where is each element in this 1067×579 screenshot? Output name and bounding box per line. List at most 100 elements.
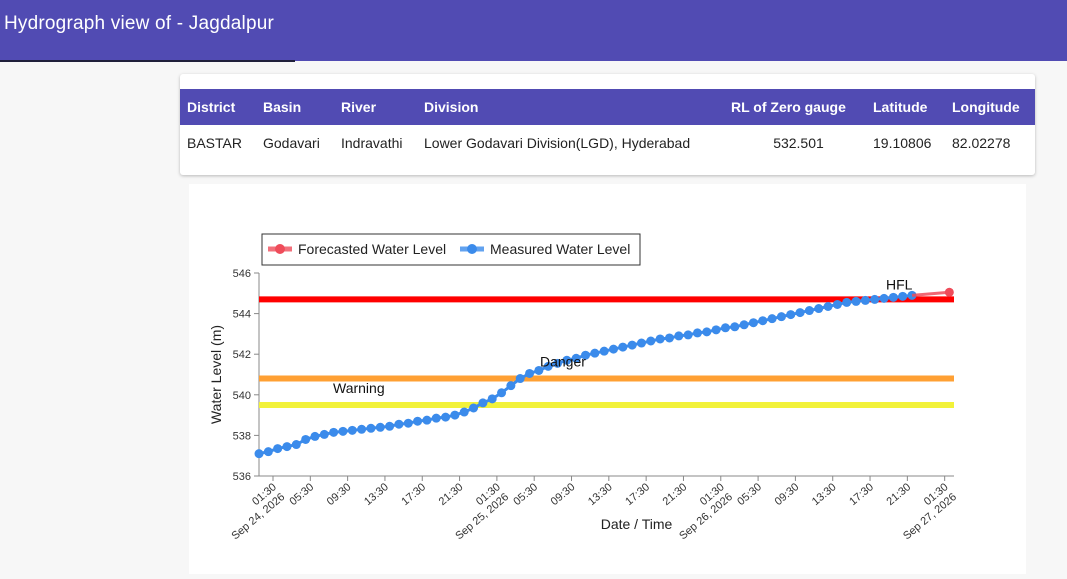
measured-point <box>338 426 348 436</box>
x-tick-label: 05:30 <box>735 481 764 508</box>
column-header-rl-zero-gauge: RL of Zero gauge <box>724 89 866 125</box>
table-header-row: District Basin River Division RL of Zero… <box>180 89 1035 125</box>
measured-point <box>431 413 441 423</box>
measured-point <box>487 394 497 404</box>
measured-point <box>664 333 674 343</box>
measured-point <box>608 344 618 354</box>
measured-point <box>730 322 740 332</box>
column-header-river: River <box>334 89 417 125</box>
y-tick-label: 544 <box>233 309 251 321</box>
measured-point <box>758 316 768 326</box>
station-info-table: District Basin River Division RL of Zero… <box>180 89 1035 161</box>
x-tick-label: 01:30Sep 24, 2026 <box>221 481 287 542</box>
legend-swatch-marker <box>467 244 477 254</box>
x-tick-label: 13:30 <box>810 481 839 508</box>
x-tick-label: 13:30 <box>362 481 391 508</box>
measured-point <box>702 327 712 337</box>
measured-point <box>394 419 404 429</box>
measured-point <box>459 407 469 417</box>
measured-point <box>329 427 339 437</box>
cell-district: BASTAR <box>187 135 242 151</box>
measured-point <box>553 358 563 368</box>
x-tick-label: 21:30 <box>884 481 913 508</box>
measured-point <box>375 422 385 432</box>
measured-point <box>851 296 861 306</box>
measured-point <box>385 421 395 431</box>
x-tick-label: 17:30 <box>847 481 876 508</box>
measured-point <box>571 353 581 363</box>
x-tick-label: 05:30 <box>511 481 540 508</box>
measured-point <box>683 330 693 340</box>
measured-point <box>441 412 451 422</box>
measured-point <box>581 350 591 360</box>
measured-point <box>562 355 572 365</box>
measured-point <box>534 365 544 375</box>
cell-basin: Godavari <box>263 135 320 151</box>
measured-point <box>263 447 273 457</box>
measured-point <box>786 310 796 320</box>
hydrograph-card: 536 538 540 542 544 546 01:30Sep 24, 2026 05:30… <box>189 184 1026 574</box>
measured-point <box>814 304 824 314</box>
cell-river: Indravathi <box>341 135 403 151</box>
measured-point <box>357 424 367 434</box>
forecast-point <box>944 287 954 297</box>
measured-point <box>254 449 264 459</box>
measured-point <box>674 331 684 341</box>
measured-point <box>282 442 292 452</box>
legend-item-label: Measured Water Level <box>490 241 630 257</box>
legend-item-label: Forecasted Water Level <box>298 241 446 257</box>
measured-point <box>506 381 516 391</box>
measured-point <box>907 290 917 300</box>
threshold-label-warning: Warning <box>333 380 385 396</box>
measured-point <box>870 294 880 304</box>
measured-point <box>366 423 376 433</box>
y-tick-label: 546 <box>233 268 251 280</box>
measured-point <box>842 297 852 307</box>
x-tick-label: 17:30 <box>399 481 428 508</box>
measured-point <box>720 323 730 333</box>
measured-point <box>413 416 423 426</box>
x-tick-label: 17:30 <box>623 481 652 508</box>
y-tick-label: 540 <box>233 390 251 402</box>
measured-point <box>403 418 413 428</box>
measured-point <box>469 403 479 413</box>
measured-point <box>898 291 908 301</box>
measured-point <box>692 328 702 338</box>
measured-point <box>636 338 646 348</box>
column-header-district: District <box>180 89 256 125</box>
station-info-card: District Basin River Division RL of Zero… <box>180 74 1035 175</box>
x-tick-label: 09:30 <box>549 481 578 508</box>
page-title: Hydrograph view of - Jagdalpur <box>4 13 275 34</box>
y-tick-label: 536 <box>233 471 251 483</box>
x-tick-label: 21:30 <box>661 481 690 508</box>
measured-point <box>319 429 329 439</box>
measured-point <box>804 306 814 316</box>
measured-point <box>497 388 507 398</box>
cell-latitude: 19.10806 <box>873 135 932 151</box>
measured-point <box>627 340 637 350</box>
chart-legend: Forecasted Water Level Measured Water Lev… <box>261 233 641 266</box>
column-header-latitude: Latitude <box>866 89 945 125</box>
x-tick-label: 21:30 <box>437 481 466 508</box>
measured-point <box>301 434 311 444</box>
measured-point <box>767 314 777 324</box>
measured-point <box>618 342 628 352</box>
measured-point <box>525 368 535 378</box>
threshold-label-danger: Danger <box>540 354 586 370</box>
measured-point <box>888 292 898 302</box>
x-tick-label: 09:30 <box>773 481 802 508</box>
x-tick-label: 09:30 <box>325 481 354 508</box>
x-axis-label: Date / Time <box>601 516 673 532</box>
measured-point <box>543 361 553 371</box>
measured-point <box>795 308 805 318</box>
measured-point <box>711 325 721 335</box>
measured-point <box>310 431 320 441</box>
measured-point <box>776 312 786 322</box>
measured-point <box>655 334 665 344</box>
measured-point <box>450 410 460 420</box>
measured-point <box>879 293 889 303</box>
cell-division: Lower Godavari Division(LGD), Hyderabad <box>424 135 691 151</box>
measured-point <box>748 318 758 328</box>
measured-point <box>599 346 609 356</box>
